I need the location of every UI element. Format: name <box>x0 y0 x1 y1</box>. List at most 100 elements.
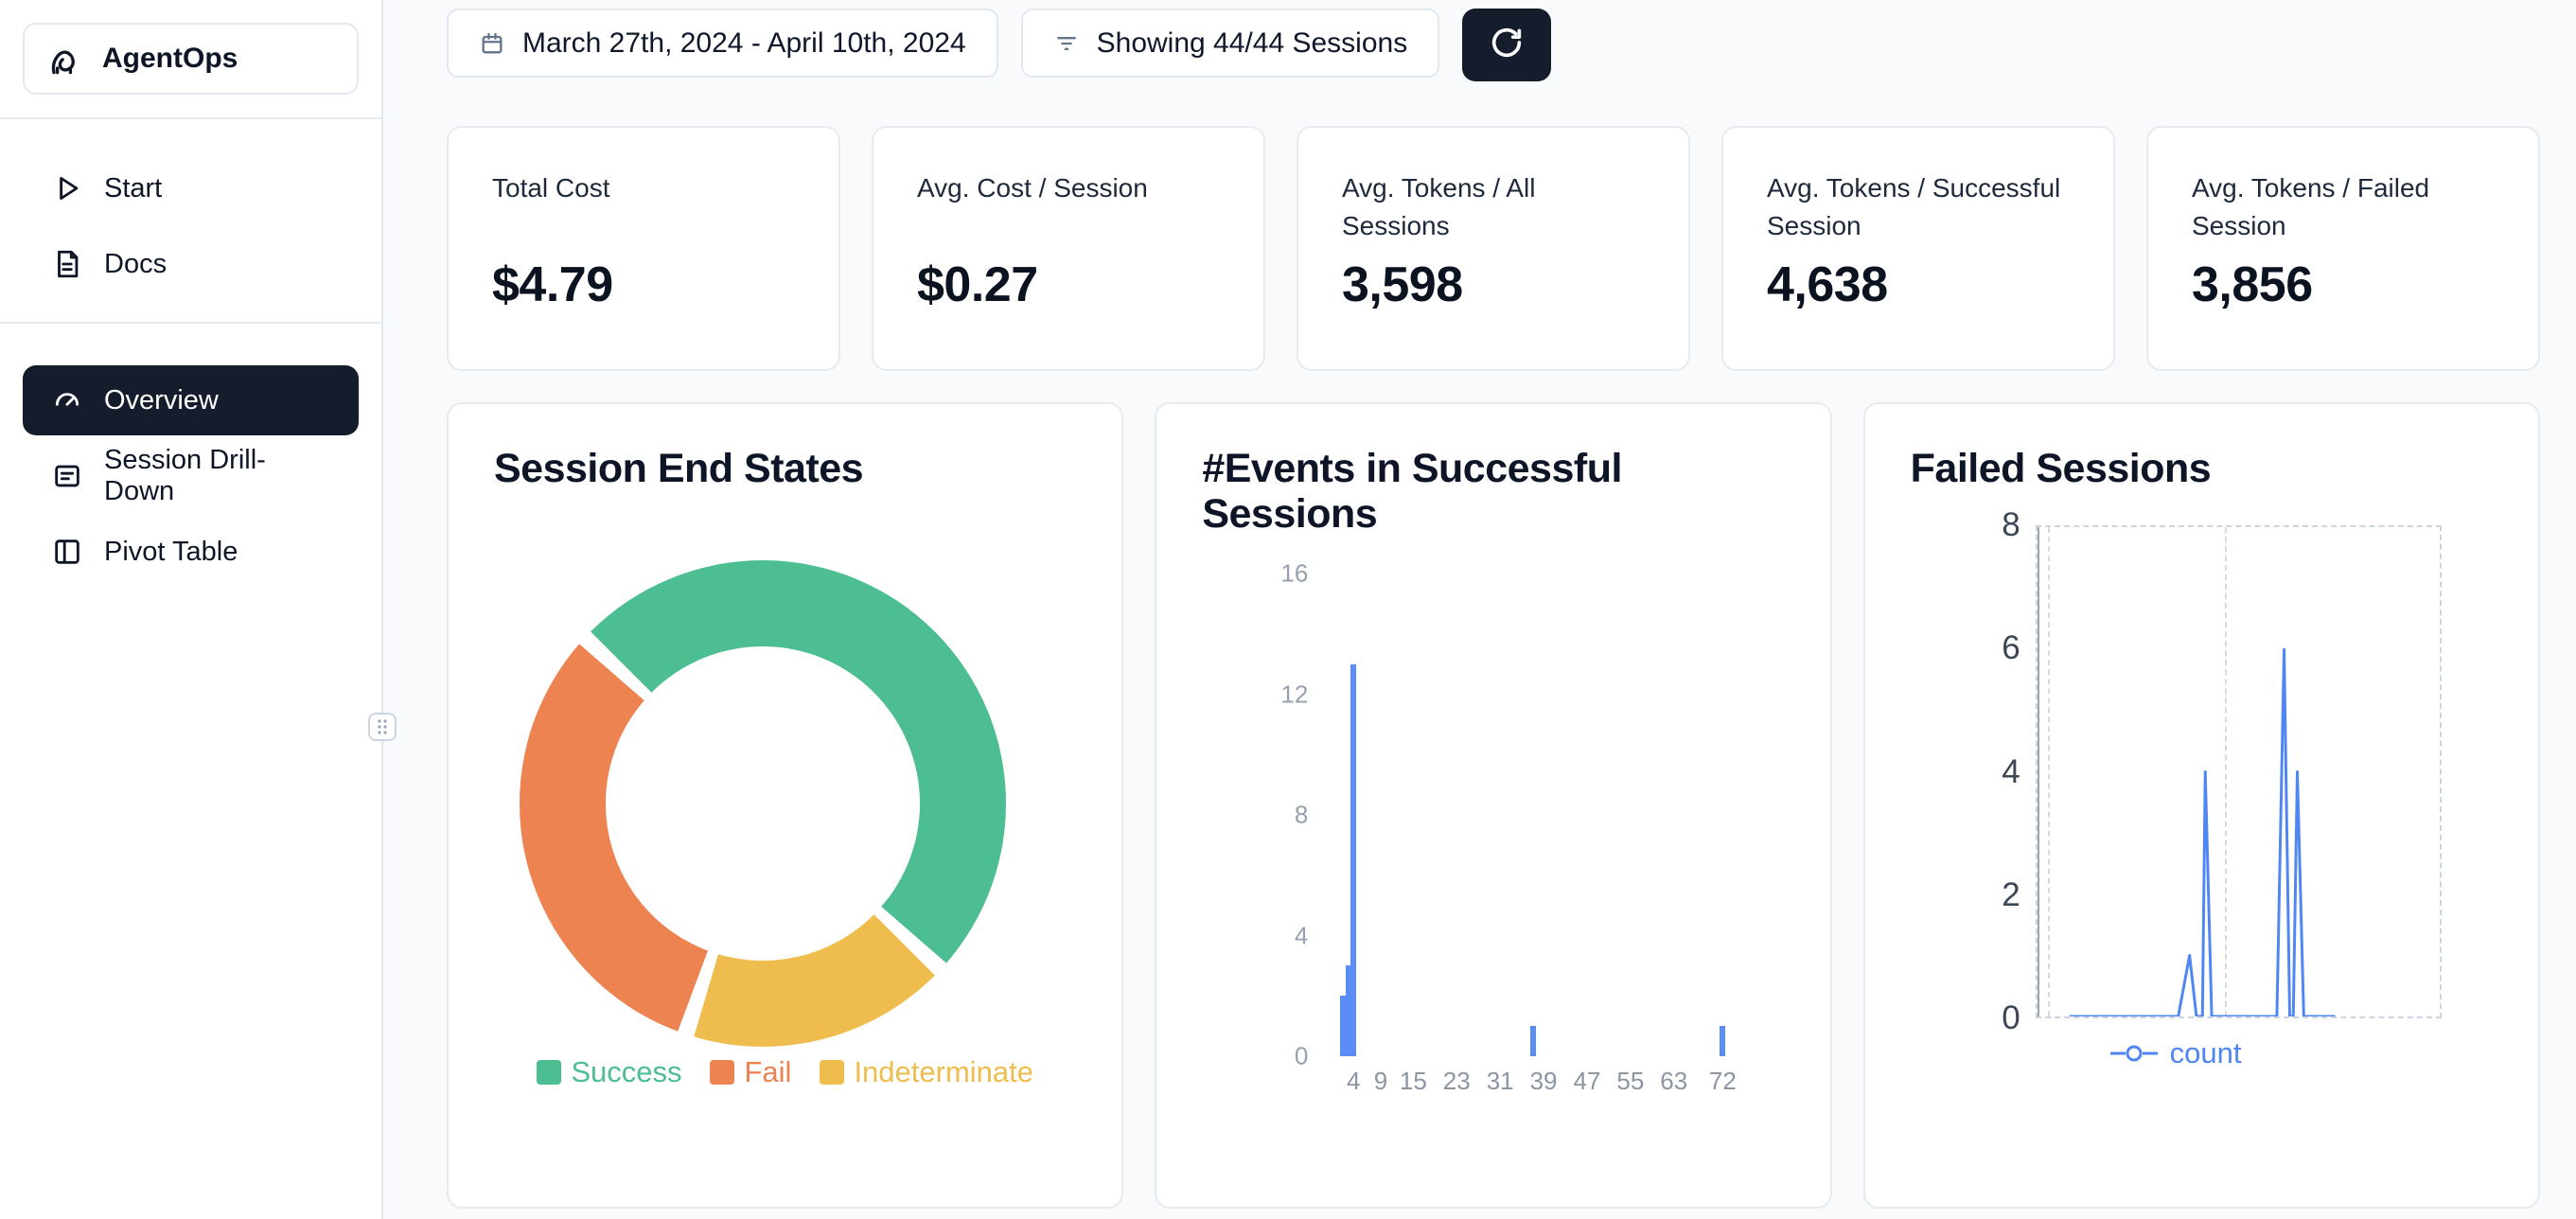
stat-value: 3,598 <box>1342 257 1463 312</box>
histogram-bar <box>1720 1026 1726 1056</box>
events-histogram-xticks: 4 9 15 23 31 39 47 55 63 72 <box>1332 1067 1744 1104</box>
sidebar-item-label: Start <box>104 172 163 203</box>
gridline <box>2224 527 2227 1016</box>
failed-sessions-yticks: 8 6 4 2 0 <box>1865 506 2020 1036</box>
session-end-states-card: Session End States Success Fail Indetermin… <box>447 402 1124 1209</box>
stats-row: Total Cost $4.79 Avg. Cost / Session $0.… <box>447 126 2540 371</box>
sessions-filter-button[interactable]: Showing 44/44 Sessions <box>1020 9 1440 78</box>
y-axis-tick: 8 <box>2002 506 2020 543</box>
docs-icon <box>51 248 83 280</box>
agentops-logo-icon <box>44 38 85 80</box>
chart-title: Session End States <box>494 446 864 491</box>
legend-item-fail[interactable]: Fail <box>710 1055 791 1089</box>
events-histogram-card: #Events in Successful Sessions 16 12 8 4 0 4… <box>1155 402 1832 1209</box>
histogram-bar <box>1350 663 1357 1056</box>
stat-label: Avg. Tokens / Failed Session <box>2192 173 2430 240</box>
x-axis-tick: 39 <box>1529 1067 1558 1095</box>
histogram-bar <box>1529 1026 1536 1056</box>
x-axis-tick: 9 <box>1373 1067 1388 1095</box>
stat-label: Avg. Tokens / All Sessions <box>1342 173 1536 240</box>
y-axis-tick: 0 <box>1294 1041 1309 1070</box>
sidebar-item-label: Docs <box>104 248 168 279</box>
x-axis-tick: 31 <box>1486 1067 1514 1095</box>
sidebar-item-label: Pivot Table <box>104 536 238 567</box>
sidebar: AgentOps Start Docs <box>0 0 397 1219</box>
legend-item-success[interactable]: Success <box>537 1055 681 1089</box>
sidebar-resize-handle[interactable] <box>368 713 397 741</box>
stat-card-avg-cost-session: Avg. Cost / Session $0.27 <box>872 126 1265 371</box>
sidebar-divider <box>0 322 381 324</box>
x-axis-tick: 15 <box>1399 1067 1427 1095</box>
calendar-icon <box>479 30 505 57</box>
play-icon <box>51 172 83 204</box>
x-axis-tick: 55 <box>1616 1067 1645 1095</box>
sidebar-main-nav: Overview Session Drill-Down Pivot Table <box>23 365 359 587</box>
legend-swatch <box>537 1060 562 1085</box>
failed-sessions-plot[interactable] <box>2035 525 2442 1018</box>
stat-label: Total Cost <box>492 173 610 203</box>
pivot-table-icon <box>51 536 83 568</box>
y-axis-tick: 2 <box>2002 875 2020 913</box>
y-axis-tick: 4 <box>2002 752 2020 790</box>
histogram-bar <box>1339 996 1346 1056</box>
sessions-list-icon <box>51 460 83 492</box>
y-axis-tick: 4 <box>1294 921 1309 949</box>
sidebar-item-label: Session Drill-Down <box>104 445 266 506</box>
sessions-filter-label: Showing 44/44 Sessions <box>1096 26 1408 59</box>
stat-card-avg-tokens-failed: Avg. Tokens / Failed Session 3,856 <box>2146 126 2540 371</box>
stat-card-avg-tokens-successful: Avg. Tokens / Successful Session 4,638 <box>1721 126 2115 371</box>
topbar: March 27th, 2024 - April 10th, 2024 Show… <box>447 9 2540 81</box>
stat-card-avg-tokens-all: Avg. Tokens / All Sessions 3,598 <box>1297 126 1690 371</box>
refresh-button[interactable] <box>1462 9 1552 81</box>
session-end-states-legend: Success Fail Indeterminate <box>449 1055 1121 1089</box>
y-axis-tick: 8 <box>1294 800 1309 829</box>
chart-title: Failed Sessions <box>1910 446 2212 491</box>
y-axis-tick: 0 <box>2002 999 2020 1036</box>
count-legend-icon <box>2109 1045 2158 1062</box>
gauge-icon <box>51 384 83 416</box>
filter-icon <box>1053 30 1080 57</box>
chart-title: #Events in Successful Sessions <box>1202 446 1622 538</box>
stat-value: 4,638 <box>1767 257 1888 312</box>
y-axis-tick: 6 <box>2002 629 2020 667</box>
main-content: March 27th, 2024 - April 10th, 2024 Show… <box>383 0 2576 1219</box>
gridline <box>2047 527 2050 1016</box>
events-histogram-area[interactable] <box>1332 574 1744 1056</box>
stat-value: $0.27 <box>917 257 1038 312</box>
stat-label: Avg. Tokens / Successful Session <box>1767 173 2061 240</box>
agentops-logo-text: AgentOps <box>102 43 238 74</box>
histogram-bar <box>1345 965 1351 1056</box>
failed-sessions-legend[interactable]: count <box>2109 1036 2242 1070</box>
session-end-states-donut[interactable] <box>520 560 1006 1047</box>
sidebar-item-docs[interactable]: Docs <box>23 229 359 299</box>
legend-label: Fail <box>744 1055 792 1088</box>
stat-card-total-cost: Total Cost $4.79 <box>447 126 840 371</box>
refresh-icon <box>1488 24 1526 66</box>
legend-item-indeterminate[interactable]: Indeterminate <box>820 1055 1033 1089</box>
failed-sessions-line-svg <box>2069 647 2336 1016</box>
date-range-label: March 27th, 2024 - April 10th, 2024 <box>522 26 966 59</box>
y-axis-tick: 16 <box>1280 558 1309 588</box>
sidebar-item-pivot-table[interactable]: Pivot Table <box>23 517 359 587</box>
stat-value: $4.79 <box>492 257 613 312</box>
stat-value: 3,856 <box>2192 257 2313 312</box>
sidebar-item-overview[interactable]: Overview <box>23 365 359 435</box>
failed-sessions-card: Failed Sessions 8 6 4 2 0 count <box>1862 402 2540 1209</box>
legend-swatch <box>820 1060 845 1085</box>
sidebar-top-nav: Start Docs <box>23 153 359 299</box>
x-axis-tick: 4 <box>1347 1067 1361 1095</box>
sidebar-item-session-drill-down[interactable]: Session Drill-Down <box>23 441 359 511</box>
agentops-logo[interactable]: AgentOps <box>23 23 359 95</box>
y-axis-tick: 12 <box>1280 680 1309 708</box>
legend-label: Indeterminate <box>854 1055 1033 1088</box>
date-range-button[interactable]: March 27th, 2024 - April 10th, 2024 <box>447 9 998 78</box>
y-axis-line <box>2037 527 2039 1016</box>
drag-dots-icon <box>378 719 387 734</box>
charts-row: Session End States Success Fail Indetermin… <box>447 402 2540 1209</box>
legend-swatch <box>710 1060 735 1085</box>
x-axis-tick: 47 <box>1573 1067 1601 1095</box>
events-histogram-yticks: 16 12 8 4 0 <box>1156 559 1309 1070</box>
sidebar-item-start[interactable]: Start <box>23 153 359 223</box>
sidebar-divider <box>0 117 381 119</box>
